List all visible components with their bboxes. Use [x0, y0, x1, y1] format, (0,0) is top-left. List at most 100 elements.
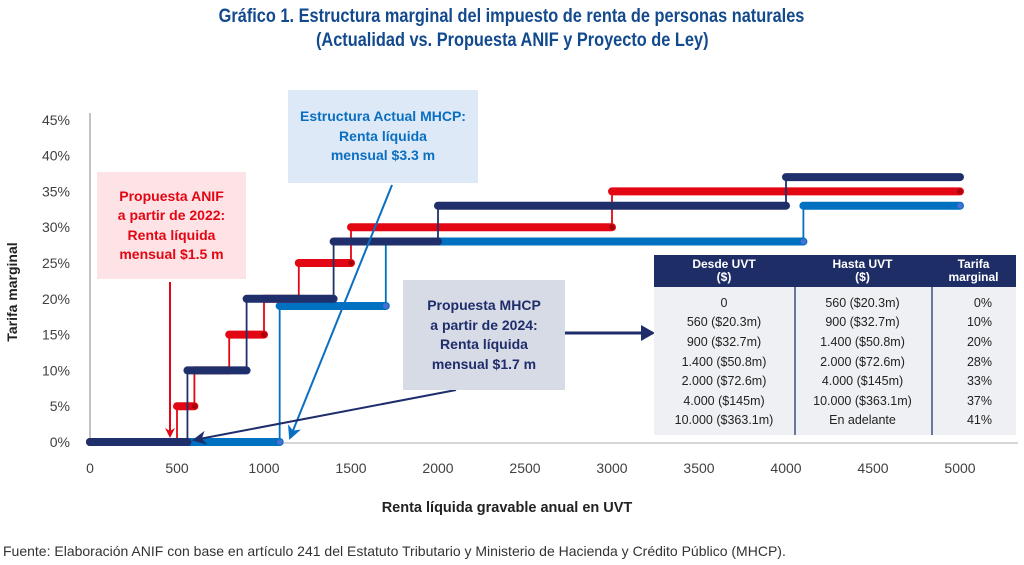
x-tick-label: 3000: [596, 460, 627, 476]
series-anif-point: [348, 260, 354, 266]
cell-desde: 560 ($20.3m): [686, 315, 762, 330]
annotation-line: mensual $1.7 m: [431, 355, 537, 372]
cell-desde: 900 ($32.7m): [686, 334, 762, 349]
chart-title-text: Gráfico 1. Estructura marginal del impue…: [219, 6, 805, 27]
annotation-line: Renta líquida: [339, 127, 427, 144]
annotation-line: a partir de 2024:: [430, 316, 538, 333]
y-tick-label: 0%: [50, 434, 70, 450]
series-anif-point: [957, 188, 963, 195]
annotation-line: Renta líquida: [127, 226, 216, 243]
series-actual-point: [800, 238, 807, 245]
header-hasta: Hasta UVT ($): [794, 255, 931, 287]
cell-desde: 4.000 ($145m): [683, 393, 765, 408]
header-line: Hasta UVT: [832, 257, 893, 271]
annotation-actual-mhcp: Estructura Actual MHCP: Renta líquida me…: [288, 90, 478, 183]
y-tick-label: 5%: [50, 398, 70, 414]
x-tick-label: 4500: [857, 460, 888, 476]
table-row: 4.000 ($145m) 10.000 ($363.1m) 37%: [654, 391, 1016, 411]
x-tick-label: 3500: [683, 460, 714, 476]
source-note: Fuente: Elaboración ANIF con base en art…: [3, 543, 786, 559]
x-tick-label: 2000: [422, 460, 453, 476]
cell-desde: 2.000 ($72.6m): [681, 374, 767, 389]
y-axis-title: Tarifa marginal: [4, 242, 20, 342]
header-line: Tarifa: [957, 257, 990, 271]
series-mhcp: [86, 173, 964, 446]
series-actual-point: [276, 439, 283, 445]
header-line: marginal: [948, 270, 999, 284]
annotation-line: Propuesta MHCP: [427, 297, 541, 313]
header-line: Desde UVT: [692, 257, 756, 271]
table-header: Desde UVT ($) Hasta UVT ($) Tarifa margi…: [654, 255, 1016, 287]
x-tick-label: 0: [86, 460, 94, 476]
annotation-anif: Propuesta ANIF a partir de 2022: Renta l…: [97, 172, 246, 279]
y-tick-label: 20%: [42, 291, 70, 307]
y-tick-label: 10%: [42, 362, 70, 378]
actual-arrow: [287, 184, 393, 440]
x-tick-label: 1500: [335, 460, 366, 476]
mhcp-arrow: [192, 389, 457, 445]
cell-desde: 0: [720, 295, 728, 310]
annotation-propuesta-mhcp: Propuesta MHCP a partir de 2024: Renta l…: [403, 280, 565, 390]
annotation-line: mensual $1.5 m: [119, 246, 224, 262]
x-tick-label: 500: [165, 460, 189, 476]
annotation-line: mensual $3.3 m: [330, 147, 436, 164]
column-divider: [794, 287, 796, 436]
table-row: 1.400 ($50.8m) 2.000 ($72.6m) 28%: [654, 352, 1016, 372]
table-row: 900 ($32.7m) 1.400 ($50.8m) 20%: [654, 332, 1016, 352]
annotation-arrows: [165, 184, 655, 445]
header-line: ($): [855, 270, 870, 284]
x-axis-title: Renta líquida gravable anual en UVT: [381, 500, 633, 516]
cell-tarifa: 33%: [966, 374, 992, 389]
annotation-line: a partir de 2022:: [117, 207, 226, 223]
annotation-line: Estructura Actual MHCP:: [300, 108, 466, 125]
x-tick-label: 5000: [944, 460, 975, 476]
chart-subtitle: (Actualidad vs. Propuesta ANIF y Proyect…: [0, 30, 1024, 52]
rate-table: Desde UVT ($) Hasta UVT ($) Tarifa margi…: [654, 255, 1016, 436]
series-anif-point: [609, 224, 615, 230]
cell-hasta: 900 ($32.7m): [825, 315, 900, 330]
cell-hasta: 10.000 ($363.1m): [813, 393, 912, 408]
chart-title: Gráfico 1. Estructura marginal del impue…: [0, 6, 1024, 28]
table-body: 0 560 ($20.3m) 0% 560 ($20.3m) 900 ($32.7m) 1…: [654, 287, 1016, 436]
table-row: 10.000 ($363.1m) En adelante 41%: [654, 411, 1016, 431]
cell-desde: 10.000 ($363.1m): [674, 413, 774, 428]
cell-tarifa: 10%: [966, 315, 992, 330]
cell-hasta: En adelante: [829, 413, 896, 428]
cell-hasta: 2.000 ($72.6m): [820, 354, 905, 369]
table-row: 2.000 ($72.6m) 4.000 ($145m) 33%: [654, 371, 1016, 391]
header-line: ($): [716, 270, 732, 284]
y-tick-label: 30%: [42, 219, 70, 235]
y-tick-label: 15%: [42, 327, 70, 343]
column-divider: [931, 287, 933, 436]
table-row: 0 560 ($20.3m) 0%: [654, 293, 1016, 313]
cell-tarifa: 41%: [966, 413, 992, 428]
x-tick-label: 4000: [770, 460, 801, 476]
cell-hasta: 1.400 ($50.8m): [820, 334, 905, 349]
series-layer: [86, 173, 964, 446]
cell-tarifa: 37%: [966, 393, 992, 408]
y-tick-label: 45%: [42, 112, 70, 128]
x-tick-label: 2500: [509, 460, 540, 476]
tick-labels: 0% 5% 10% 15% 20% 25% 30% 35% 40% 45% 0 500 1000 1500…: [42, 112, 976, 476]
annotation-line: Propuesta ANIF: [119, 187, 224, 204]
table-row: 560 ($20.3m) 900 ($32.7m) 10%: [654, 313, 1016, 333]
header-desde: Desde UVT ($): [654, 255, 794, 287]
cell-desde: 1.400 ($50.8m): [681, 354, 767, 369]
y-tick-label: 25%: [42, 255, 70, 271]
series-actual-point: [383, 303, 389, 309]
annotation-line: Renta líquida: [440, 336, 528, 352]
series-anif-point: [191, 403, 198, 410]
y-tick-label: 40%: [42, 148, 70, 164]
cell-tarifa: 28%: [966, 354, 992, 369]
series-actual-point: [957, 202, 963, 209]
header-tarifa: Tarifa marginal: [931, 255, 1016, 287]
cell-tarifa: 0%: [973, 295, 992, 310]
series-anif-point: [261, 331, 267, 338]
cell-hasta: 4.000 ($145m): [821, 374, 904, 389]
x-tick-label: 1000: [248, 460, 279, 476]
cell-hasta: 560 ($20.3m): [825, 295, 900, 310]
y-tick-label: 35%: [42, 183, 70, 199]
cell-tarifa: 20%: [966, 334, 992, 349]
chart-subtitle-text: (Actualidad vs. Propuesta ANIF y Proyect…: [315, 30, 709, 51]
